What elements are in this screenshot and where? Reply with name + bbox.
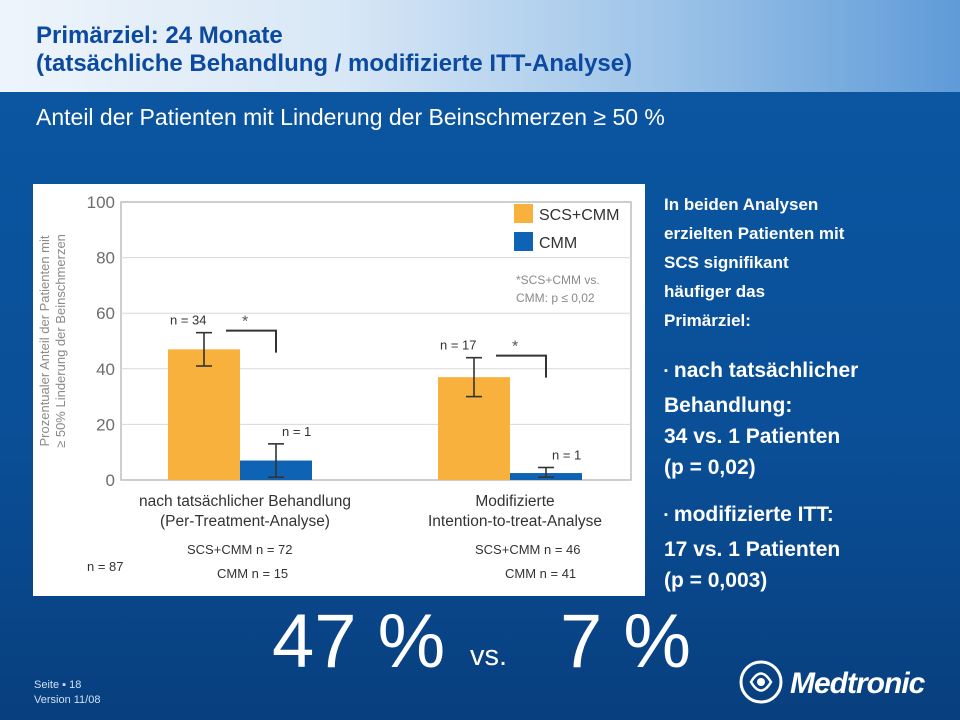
significance-bracket [496,354,547,378]
side-intro-line: häufiger das [664,282,766,301]
y-tick-label: 0 [106,471,115,490]
plot-frame [120,201,632,481]
bar-scs-cmm [168,349,240,480]
x-category-label: Intention-to-treat-Analyse [428,513,602,530]
legend-swatch [514,232,533,251]
significance-bracket [226,329,277,353]
title-line-1: Primärziel: 24 Monate [36,22,283,49]
bullet-per-treatment: ▪ nach tatsächlicher Behandlung: 34 vs. 1… [664,355,949,483]
y-axis-label: Prozentualer Anteil der Patienten mit [37,235,52,446]
bullet-line: nach tatsächlicher [673,359,859,382]
bullet-line: Behandlung: [664,394,793,417]
chart-panel: 100 80 60 40 20 0 Prozentualer Anteil der Pati… [33,184,645,596]
y-tick-label: 60 [96,304,115,323]
legend-label: CMM [539,235,577,252]
n-label: n = 1 [282,424,311,439]
page-number: Seite ▪ 18 [34,679,82,691]
y-tick-label: 80 [96,249,115,268]
x-category-label: (Per-Treatment-Analyse) [160,513,330,530]
n-label: n = 1 [552,447,581,462]
bullet-line: 34 vs. 1 Patienten [664,425,841,448]
y-tick-label: 20 [96,415,115,434]
medtronic-logo-icon [739,660,783,704]
slide-subtitle: Anteil der Patienten mit Linderung der B… [36,104,665,130]
logo-text: Medtronic [790,667,925,700]
header-bar [0,0,960,92]
side-intro-line: erzielten Patienten mit [664,224,845,243]
group-total-label: CMM n = 15 [217,566,288,581]
side-intro-line: Primärziel: [664,311,751,330]
side-intro-line: SCS signifikant [664,253,789,272]
group-total-label: SCS+CMM n = 46 [475,542,581,557]
bullet-marker-icon: ▪ [664,509,668,521]
highlight-right: 7 % [560,599,691,684]
group-total-label: SCS+CMM n = 72 [187,542,293,557]
footer: Seite ▪ 18 Version 11/08 [34,678,100,708]
bullet-line: 17 vs. 1 Patienten [664,538,841,561]
significance-mark: * [242,314,248,331]
bullet-line: modifizierte ITT: [673,503,834,526]
bullet-marker-icon: ▪ [664,365,668,377]
total-n-label: n = 87 [87,559,124,574]
bullet-itt: ▪ modifizierte ITT: 17 vs. 1 Patienten (p… [664,499,949,596]
title-line-2: (tatsächliche Behandlung / modifizierte … [36,50,633,77]
x-category-label: Modifizierte [475,493,554,510]
highlight-vs: vs. [470,640,508,672]
legend-note: CMM: p ≤ 0,02 [516,291,595,305]
legend-label: SCS+CMM [539,207,619,224]
y-axis-label: ≥ 50% Linderung der Beinschmerzen [53,234,68,448]
slide-title: Primärziel: 24 Monate (tatsächliche Beha… [36,22,916,78]
highlight-left: 47 % [272,599,446,684]
side-intro-line: In beiden Analysen [664,195,819,214]
legend-note: *SCS+CMM vs. [516,273,600,287]
side-notes: In beiden Analysen erzielten Patienten m… [664,190,949,612]
y-tick-label: 100 [87,193,115,212]
n-label: n = 34 [170,313,207,328]
bullet-line: (p = 0,003) [664,569,768,592]
bar-chart: 100 80 60 40 20 0 Prozentualer Anteil der Pati… [37,193,632,581]
version-label: Version 11/08 [34,694,101,706]
group-total-label: CMM n = 41 [505,566,576,581]
y-tick-label: 40 [96,360,115,379]
medtronic-logo: Medtronic [738,657,938,707]
legend-swatch [514,204,533,223]
side-intro: In beiden Analysen erzielten Patienten m… [664,190,949,335]
x-category-label: nach tatsächlicher Behandlung [139,493,351,510]
n-label: n = 17 [440,338,477,353]
significance-mark: * [512,339,518,356]
bullet-line: (p = 0,02) [664,456,756,479]
